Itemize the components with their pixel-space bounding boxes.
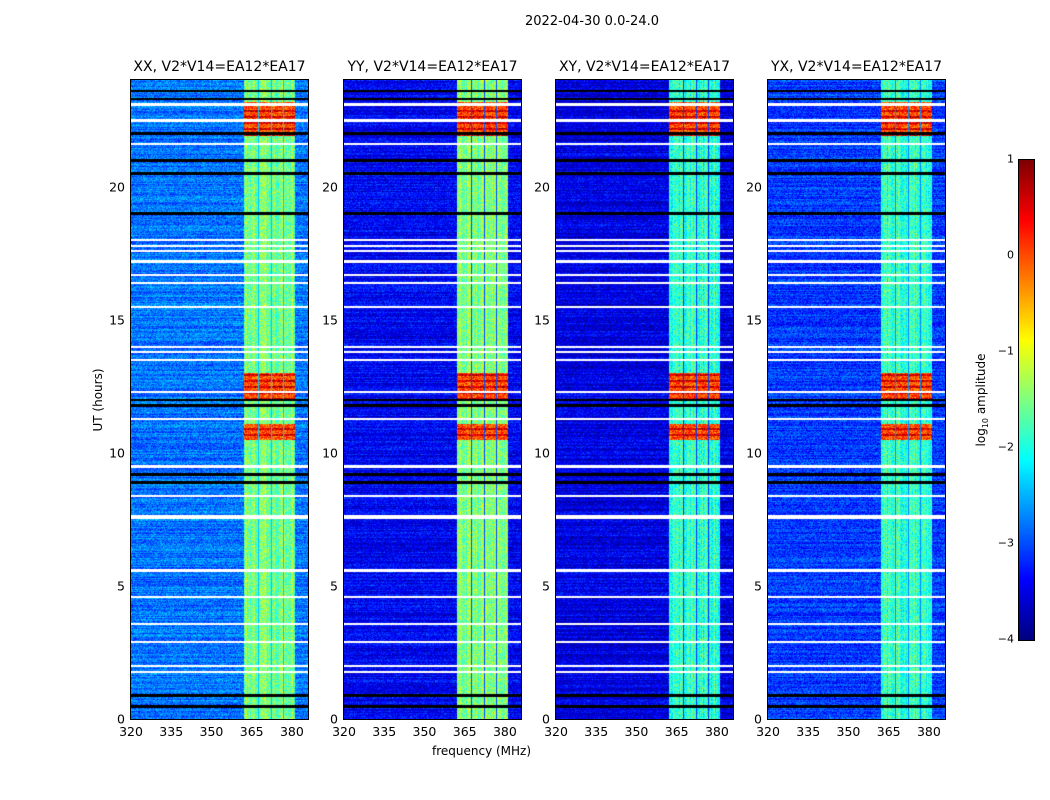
x-tick-label: 365 [664,724,689,739]
x-tick-label: 335 [159,724,184,739]
spectrogram-image [768,80,945,719]
panel-title: XY, V2*V14=EA12*EA17 [558,59,731,75]
colorbar-tick-label: −4 [997,632,1014,646]
colorbar-label-log: log [973,428,988,447]
colorbar-tick-label: 1 [1007,152,1014,166]
x-tick-label: 380 [279,724,304,739]
x-tick-label: 365 [876,724,901,739]
figure-suptitle: 2022-04-30 0.0-24.0 [525,14,659,29]
x-tick-label: 350 [412,724,437,739]
x-tick-label: 350 [624,724,649,739]
y-tick-label: 5 [330,578,338,594]
colorbar [1018,159,1035,641]
panel-title: YX, V2*V14=EA12*EA17 [770,59,943,75]
x-tick-label: 335 [796,724,821,739]
colorbar-gradient [1019,160,1034,640]
x-tick-label: 320 [756,724,780,739]
y-tick-label: 0 [542,711,550,727]
x-tick-label: 335 [372,724,397,739]
colorbar-tick-label: −1 [997,344,1014,358]
panel-title: YY, V2*V14=EA12*EA17 [347,59,518,75]
x-tick-label: 350 [836,724,861,739]
spectrogram-image [556,80,733,719]
y-tick-label: 10 [109,445,125,461]
y-tick-label: 15 [534,312,550,328]
y-tick-label: 5 [542,578,550,594]
spectrogram-image [131,80,308,719]
y-tick-label: 20 [322,179,338,194]
y-tick-label: 10 [534,445,550,461]
spectrogram-panel [343,79,522,720]
y-tick-label: 5 [117,578,125,594]
x-tick-label: 320 [544,724,568,739]
colorbar-tick-label: −2 [997,440,1014,454]
y-tick-label: 15 [109,312,125,328]
spectrogram-panel [130,79,309,720]
y-tick-label: 20 [534,179,550,194]
y-tick-label: 0 [117,711,125,727]
y-tick-label: 20 [109,179,125,194]
x-tick-label: 320 [119,724,143,739]
x-axis-label: frequency (MHz) [432,744,532,758]
y-tick-label: 20 [746,179,762,194]
x-tick-label: 365 [239,724,264,739]
colorbar-tick-label: −3 [997,536,1014,550]
spectrogram-image [344,80,521,719]
colorbar-label-base: 10 [981,417,991,429]
y-tick-label: 15 [322,312,338,328]
y-tick-label: 15 [746,312,762,328]
x-tick-label: 320 [332,724,356,739]
y-axis-label: UT (hours) [91,368,105,432]
x-tick-label: 380 [916,724,941,739]
spectrogram-panel [555,79,734,720]
colorbar-tick-label: 0 [1007,248,1014,262]
colorbar-label-rest: amplitude [973,353,988,418]
x-tick-label: 380 [704,724,729,739]
y-tick-label: 5 [754,578,762,594]
y-tick-label: 0 [330,711,338,727]
panel-title: XX, V2*V14=EA12*EA17 [133,59,306,75]
y-tick-label: 10 [322,445,338,461]
colorbar-label: log10 amplitude [974,354,990,447]
y-tick-label: 0 [754,711,762,727]
x-tick-label: 380 [492,724,517,739]
x-tick-label: 365 [452,724,477,739]
x-tick-label: 335 [584,724,609,739]
y-tick-label: 10 [746,445,762,461]
spectrogram-panel [767,79,946,720]
x-tick-label: 350 [199,724,224,739]
